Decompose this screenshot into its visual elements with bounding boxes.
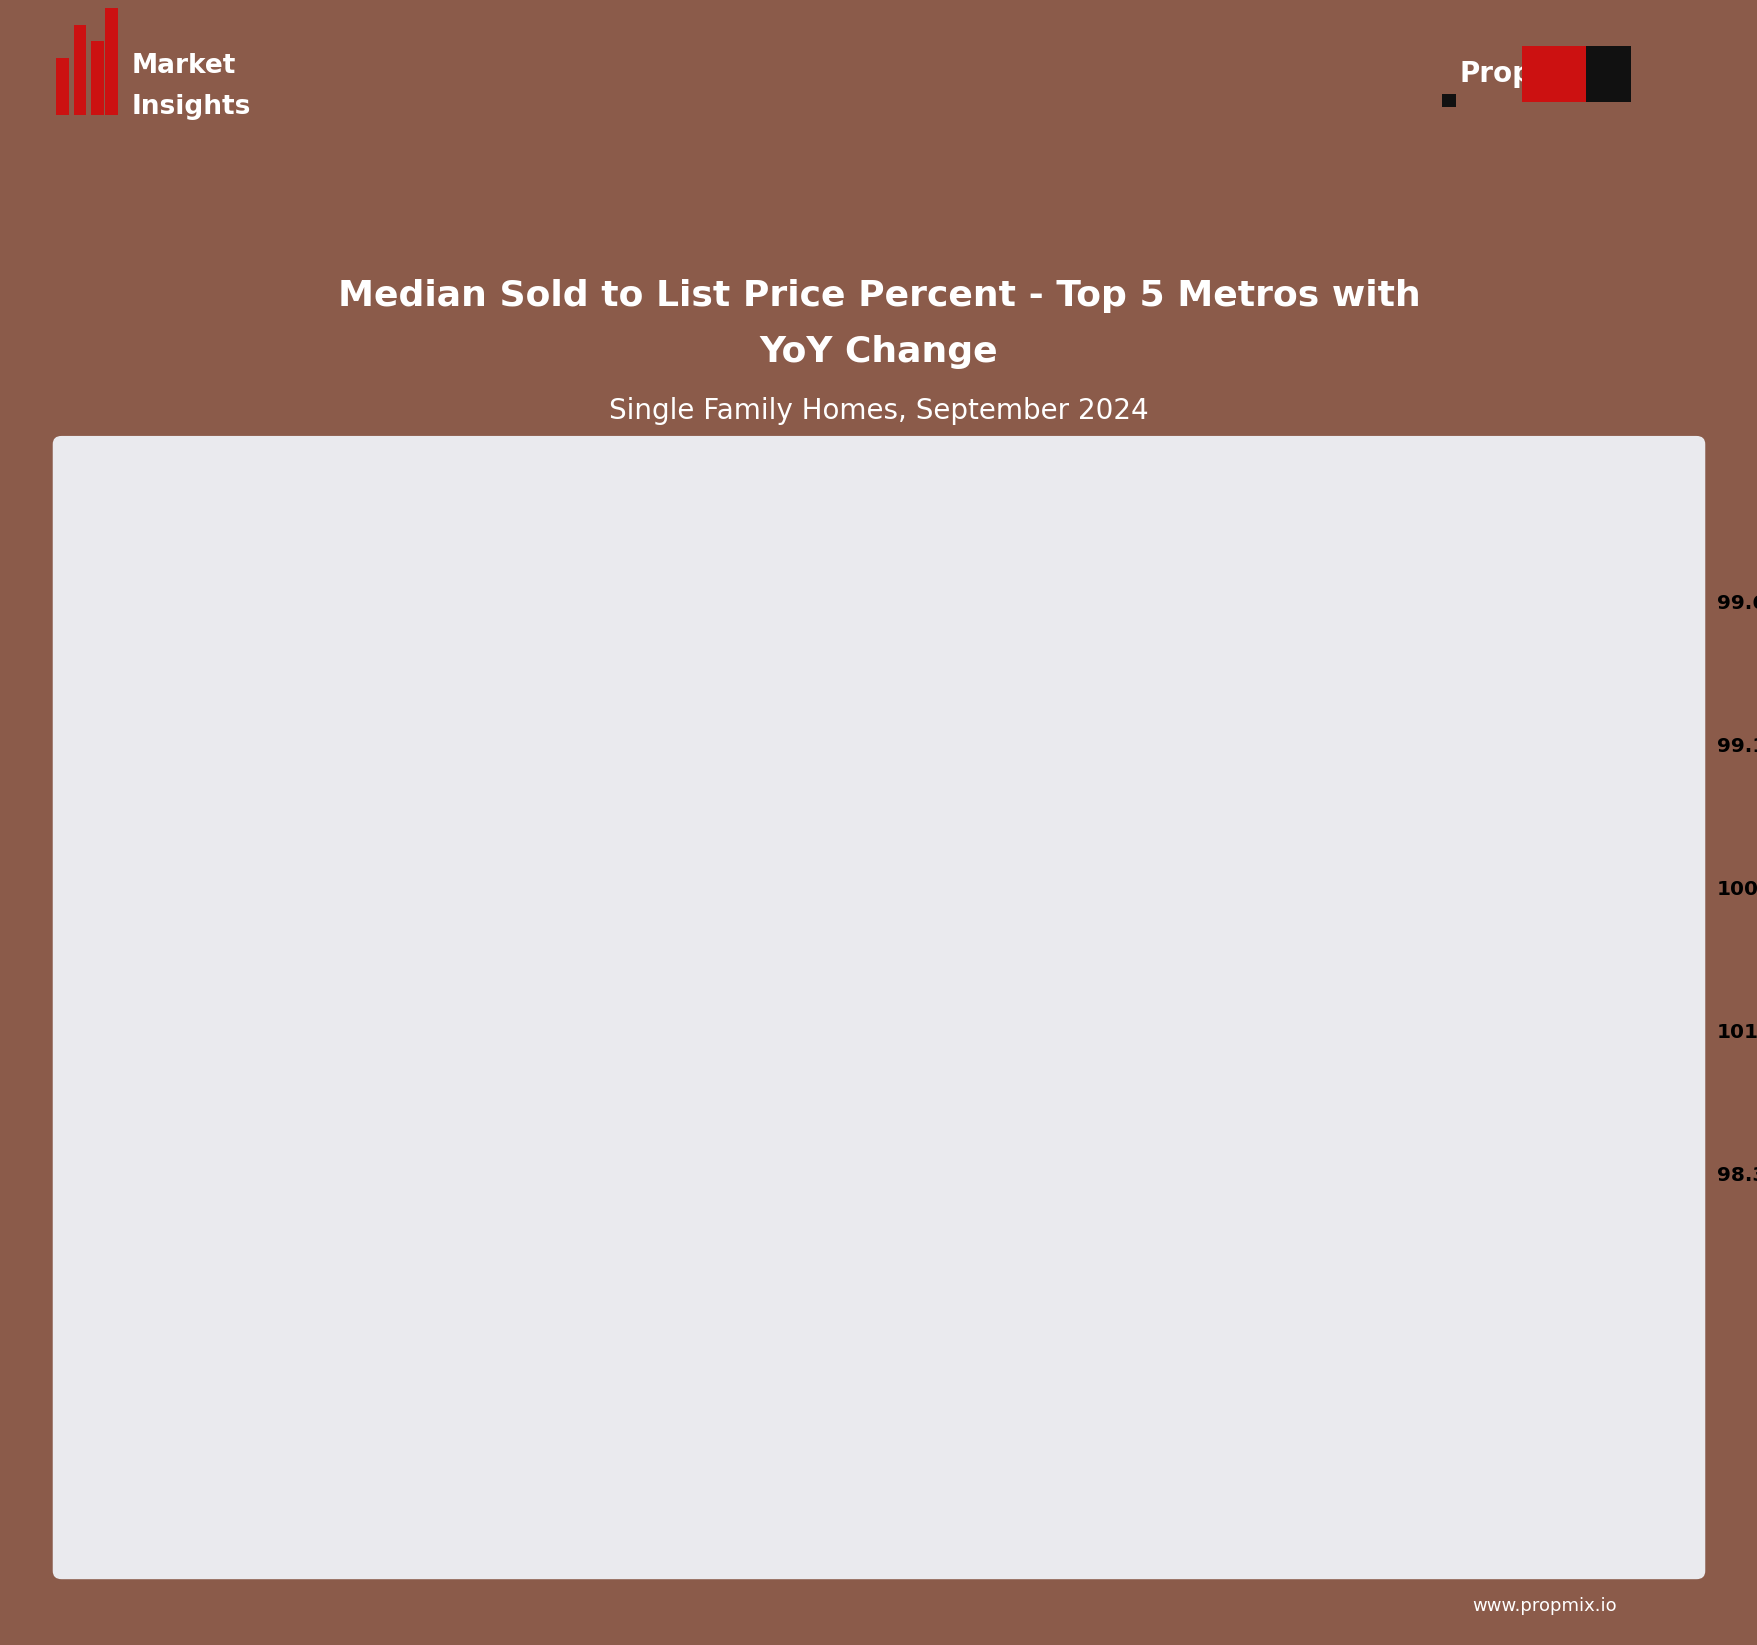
Bar	[878, 702, 1133, 791]
Bar	[624, 989, 878, 1077]
Text: Year-over-Year Change: Year-over-Year Change	[754, 480, 1003, 500]
Text: ▲: ▲	[1251, 739, 1263, 753]
Text: www.propmix.io: www.propmix.io	[1472, 1597, 1616, 1615]
Text: 0.1%: 0.1%	[548, 880, 597, 898]
Text: Market: Market	[132, 53, 235, 79]
Bar	[367, 1132, 878, 1221]
Text: X: X	[1597, 59, 1618, 89]
Text: 99.6%: 99.6%	[1717, 594, 1757, 612]
Text: Los Angeles, CA: Los Angeles, CA	[74, 880, 235, 898]
Text: Mi: Mi	[1537, 59, 1576, 89]
Text: Prop: Prop	[1458, 59, 1532, 89]
Text: ▼: ▼	[483, 882, 495, 897]
Text: ▼: ▼	[228, 1168, 241, 1183]
Text: 99.1%: 99.1%	[1717, 737, 1757, 755]
Text: 0.2%: 0.2%	[292, 1166, 343, 1184]
Text: 98.3%: 98.3%	[1717, 1166, 1757, 1184]
Text: 100.0%: 100.0%	[1717, 880, 1757, 898]
Text: Austin, TX: Austin, TX	[74, 1166, 176, 1184]
Bar	[878, 559, 1390, 648]
Text: ▲: ▲	[1506, 595, 1518, 610]
Text: 0.2%: 0.2%	[1409, 594, 1460, 612]
Bar	[61, 674, 1696, 818]
Text: San Antonio, TX: San Antonio, TX	[74, 737, 235, 755]
Text: Change in Median Sold to List Price Percent during July to September 2024 when c: Change in Median Sold to List Price Perc…	[408, 1339, 1349, 1466]
Text: 101.1%: 101.1%	[1717, 1023, 1757, 1041]
Text: Insights: Insights	[132, 94, 251, 120]
Bar	[61, 1104, 1696, 1247]
Text: Single Family Homes, September 2024: Single Family Homes, September 2024	[610, 396, 1147, 426]
Text: YoY Change: YoY Change	[759, 336, 998, 368]
Bar	[61, 818, 1696, 961]
Text: New York, NY: New York, NY	[74, 1023, 207, 1041]
Text: Median Sold to List Price Percent - Top 5 Metros with: Median Sold to List Price Percent - Top …	[337, 280, 1420, 313]
Bar	[61, 961, 1696, 1104]
Text: Metro Area: Metro Area	[95, 480, 218, 500]
Text: Las Vegas, NV: Las Vegas, NV	[74, 594, 216, 612]
Bar	[624, 846, 878, 934]
Text: 0.1%: 0.1%	[1154, 737, 1204, 755]
Bar	[61, 531, 1696, 674]
Text: ▼: ▼	[483, 1025, 495, 1040]
Text: Median Sold To List Price %: Median Sold To List Price %	[1362, 480, 1662, 500]
Text: 0.1%: 0.1%	[548, 1023, 597, 1041]
